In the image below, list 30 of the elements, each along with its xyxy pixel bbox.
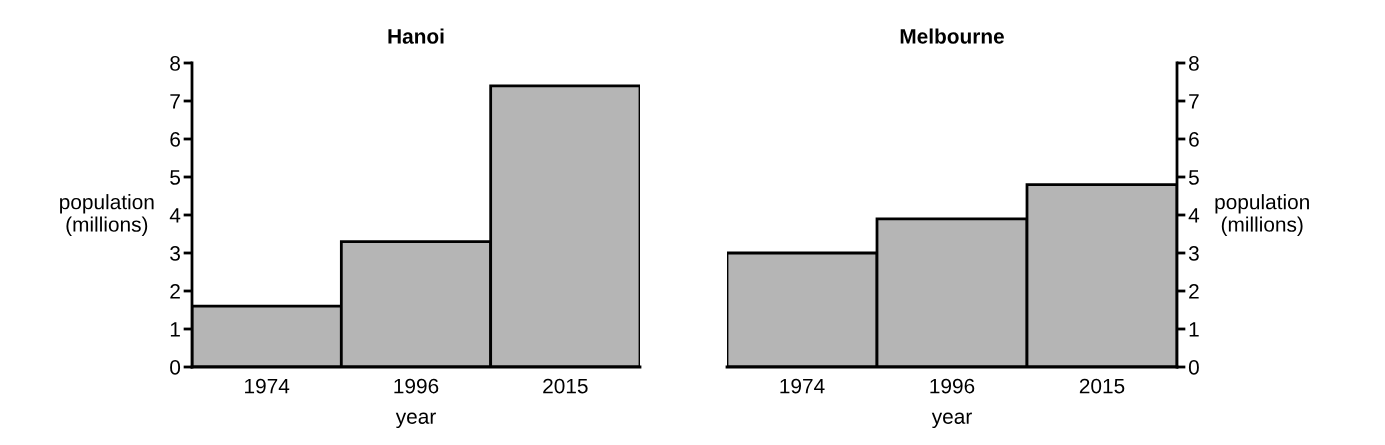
x-axis-title: year (931, 412, 972, 429)
chart-title: Melbourne (900, 28, 1004, 44)
x-tick-label: 2015 (1079, 378, 1125, 394)
y2-tick-label: 1 (1189, 322, 1199, 337)
y2-tick-label: 7 (1189, 94, 1199, 109)
y2-tick-label: 5 (1188, 170, 1199, 185)
y-tick-label: 4 (169, 208, 181, 223)
y-tick-label: 3 (170, 246, 180, 261)
x-tick-label: 2015 (543, 378, 588, 394)
x-tick-label: 1996 (930, 378, 975, 394)
x-tick-label: 1974 (245, 378, 290, 394)
y-tick-label: 2 (170, 284, 180, 299)
y-tick-label: 8 (170, 56, 180, 71)
y-axis-title: population (millions) (60, 194, 154, 236)
chart-title: Hanoi (388, 28, 444, 44)
y2-tick-label: 2 (1189, 284, 1199, 299)
y-tick-label: 7 (170, 94, 180, 109)
y2-tick-label: 6 (1189, 132, 1199, 147)
y-tick-label: 1 (170, 322, 180, 337)
y-tick-label: 5 (170, 170, 181, 185)
x-tick-label: 1974 (780, 378, 825, 394)
y2-tick-label: 4 (1188, 208, 1200, 223)
x-axis-title: year (395, 412, 436, 429)
y-tick-label: 6 (170, 132, 180, 147)
y2-tick-label: 3 (1188, 246, 1199, 261)
y2-tick-label: 0 (1188, 360, 1199, 375)
y2-axis-title: population (millions) (1215, 194, 1309, 236)
x-tick-label: 1996 (394, 378, 439, 394)
y-tick-label: 0 (170, 360, 181, 375)
y2-tick-label: 8 (1189, 56, 1199, 71)
